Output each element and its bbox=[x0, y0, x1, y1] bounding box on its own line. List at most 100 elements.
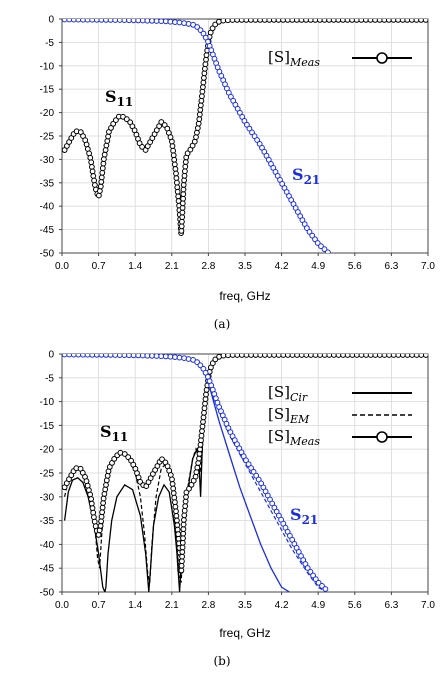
series-point bbox=[174, 517, 180, 524]
series-point bbox=[182, 503, 189, 510]
series-point bbox=[257, 19, 263, 23]
series-s21-meas bbox=[62, 354, 330, 592]
s11-label-b: S11 bbox=[100, 422, 128, 444]
series-point bbox=[98, 174, 105, 181]
series-point bbox=[335, 19, 342, 23]
series-point bbox=[239, 354, 245, 358]
series-point bbox=[90, 173, 97, 179]
series-point bbox=[418, 19, 424, 23]
series-point bbox=[91, 518, 98, 525]
series-point bbox=[200, 414, 207, 421]
series-point bbox=[180, 535, 186, 542]
y-tick-label: -35 bbox=[40, 178, 55, 189]
series-point bbox=[89, 164, 95, 170]
series-point bbox=[194, 129, 200, 136]
series-point bbox=[167, 354, 174, 360]
series-point bbox=[182, 159, 189, 165]
series-point bbox=[181, 507, 188, 514]
series-point bbox=[84, 354, 91, 358]
series-point bbox=[178, 562, 185, 569]
series-point bbox=[344, 354, 351, 358]
series-point bbox=[243, 19, 250, 23]
series-point bbox=[266, 19, 273, 23]
series-point bbox=[390, 19, 397, 23]
series-point bbox=[174, 522, 181, 528]
series-point bbox=[310, 572, 317, 579]
series-point bbox=[181, 517, 187, 523]
series-point bbox=[182, 168, 188, 175]
series-point bbox=[199, 423, 206, 430]
series-point bbox=[180, 182, 187, 188]
series-point bbox=[101, 156, 107, 163]
series-point bbox=[173, 513, 180, 519]
series-s11-meas bbox=[62, 19, 428, 237]
series-point bbox=[254, 137, 261, 143]
x-tick-label: 1.4 bbox=[128, 600, 142, 611]
y-tick-label: -10 bbox=[40, 61, 55, 72]
series-point bbox=[413, 19, 420, 23]
legend-entry-em-b: [S]EM bbox=[268, 405, 412, 426]
series-point bbox=[88, 159, 95, 166]
series-point bbox=[195, 460, 202, 466]
x-tick-label: 0.7 bbox=[92, 600, 106, 611]
series-point bbox=[321, 354, 328, 358]
legend-entry-meas-b: [S]Meas bbox=[268, 427, 412, 448]
series-point bbox=[103, 19, 109, 23]
y-tick-label: -50 bbox=[40, 588, 55, 599]
series-point bbox=[331, 354, 337, 358]
series-point bbox=[381, 19, 388, 23]
series-point bbox=[203, 391, 209, 398]
caption-b: (b) bbox=[213, 654, 230, 668]
series-point bbox=[315, 579, 322, 586]
series-point bbox=[149, 354, 155, 359]
series-point bbox=[181, 172, 188, 179]
y-tick-label: -30 bbox=[40, 155, 55, 166]
series-point bbox=[178, 228, 185, 234]
series-point bbox=[162, 354, 169, 360]
series-point bbox=[284, 19, 291, 23]
series-point bbox=[121, 19, 128, 23]
svg-text:[S]Cir: [S]Cir bbox=[268, 383, 308, 404]
series-point bbox=[354, 354, 360, 358]
series-point bbox=[100, 495, 107, 502]
series-point bbox=[294, 354, 300, 358]
series-point bbox=[202, 65, 208, 72]
series-point bbox=[201, 75, 207, 81]
series-point bbox=[75, 19, 82, 23]
x-tick-label: 3.5 bbox=[238, 600, 252, 611]
series-point bbox=[99, 509, 105, 516]
series-point bbox=[335, 354, 342, 358]
series-point bbox=[197, 441, 204, 448]
series-point bbox=[349, 19, 355, 23]
series-point bbox=[116, 19, 123, 23]
series-point bbox=[184, 150, 191, 157]
series-point bbox=[252, 354, 259, 358]
series-point bbox=[377, 354, 383, 358]
series-point bbox=[89, 354, 96, 358]
x-tick-label: 3.5 bbox=[238, 261, 252, 272]
series-point bbox=[381, 354, 388, 358]
series-point bbox=[185, 356, 192, 362]
series-point bbox=[66, 354, 73, 358]
series-point bbox=[199, 93, 205, 100]
series-point bbox=[87, 491, 93, 498]
series-point bbox=[98, 354, 105, 358]
series-point bbox=[248, 354, 254, 358]
series-point bbox=[179, 214, 186, 221]
y-tick-label: -5 bbox=[45, 38, 54, 49]
series-point bbox=[89, 19, 96, 23]
series-point bbox=[400, 354, 406, 358]
series-point bbox=[111, 456, 118, 462]
series-point bbox=[234, 19, 240, 23]
series-point bbox=[98, 518, 104, 525]
series-point bbox=[386, 19, 392, 23]
x-tick-label: 7.0 bbox=[421, 600, 435, 611]
series-point bbox=[70, 19, 77, 23]
series-point bbox=[179, 218, 185, 225]
series-point bbox=[181, 355, 188, 362]
series-point bbox=[319, 583, 325, 589]
series-point bbox=[103, 354, 109, 358]
x-tick-label: 6.3 bbox=[384, 261, 398, 272]
series-point bbox=[255, 476, 262, 483]
series-point bbox=[93, 354, 100, 358]
